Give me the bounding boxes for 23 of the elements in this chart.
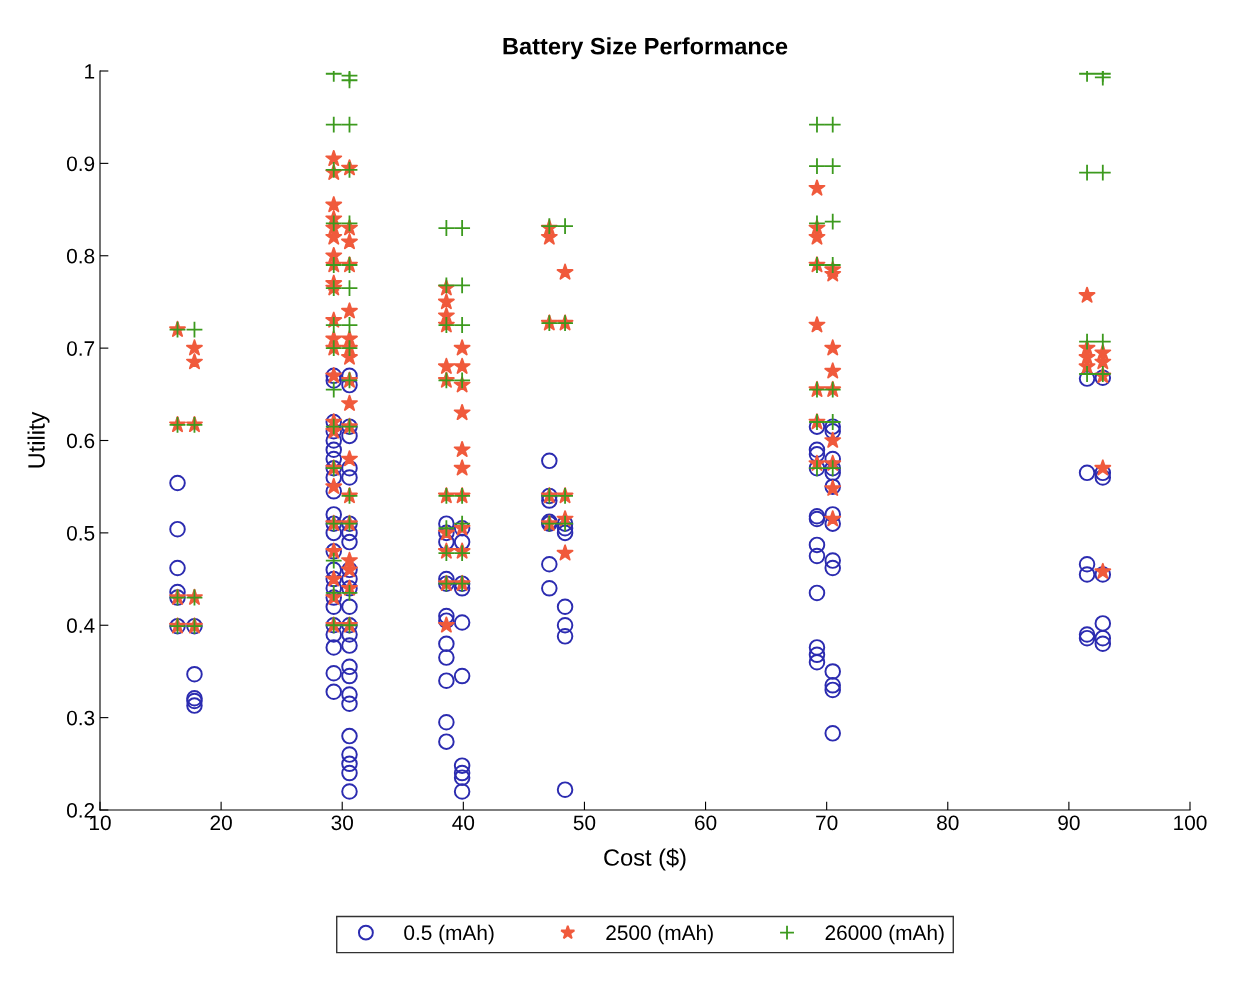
y-tick-label: 0.4 — [66, 618, 95, 633]
y-tick-label: 1 — [85, 64, 95, 79]
y-axis-title: Utility — [27, 411, 50, 468]
x-tick-label: 100 — [1174, 815, 1207, 831]
y-tick-label: 0.3 — [66, 710, 95, 726]
chart-title: Battery Size Performance — [503, 37, 788, 60]
legend-label: 0.5 (mAh) — [404, 924, 494, 945]
x-tick-label: 60 — [695, 815, 717, 831]
x-tick-label: 30 — [331, 815, 353, 831]
x-tick-label: 40 — [452, 815, 475, 831]
y-tick-label: 0.6 — [66, 433, 95, 449]
x-tick-label: 80 — [937, 815, 959, 831]
x-tick-label: 90 — [1058, 815, 1080, 831]
x-axis-title: Cost ($) — [604, 848, 686, 871]
y-tick-label: 0.7 — [66, 341, 95, 356]
legend-label: 26000 (mAh) — [825, 924, 944, 945]
y-tick-label: 0.8 — [66, 248, 95, 264]
y-tick-label: 0.5 — [66, 525, 95, 541]
x-tick-label: 20 — [210, 815, 232, 831]
legend-label: 2500 (mAh) — [606, 924, 713, 945]
x-tick-label: 70 — [816, 815, 838, 831]
x-tick-label: 50 — [573, 815, 596, 831]
y-tick-label: 0.9 — [66, 156, 95, 172]
